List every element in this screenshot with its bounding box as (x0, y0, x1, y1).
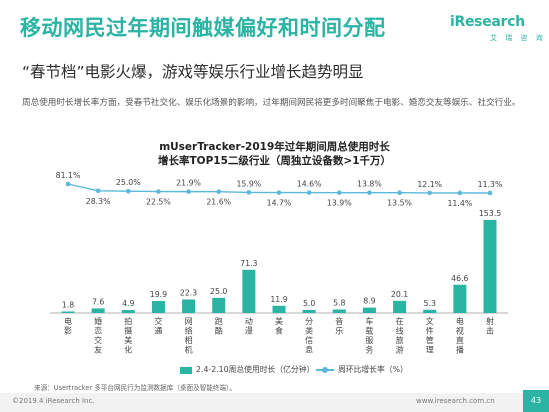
category-label: 婚恋交友 (94, 316, 102, 355)
growth-rate-label: 11.4% (447, 199, 472, 208)
duration-label: 20.1 (391, 290, 408, 299)
category-label: 跑酷 (215, 317, 223, 336)
duration-bar (332, 309, 346, 313)
growth-rate-point (246, 190, 252, 195)
growth-rate-label: 81.1% (56, 171, 81, 180)
combo-chart: 81.1% 28.3% 25.0% 22.5% 21.9% 21.6% 15.9% 14.7%… (50, 171, 508, 355)
duration-bar (302, 309, 316, 313)
growth-rate-label: 14.6% (297, 180, 322, 189)
footer-copyright: ©2019.4 iResearch Inc. (12, 397, 95, 405)
duration-label: 5.0 (303, 299, 315, 308)
growth-rate-label: 14.7% (267, 199, 292, 208)
growth-rate-point (367, 190, 372, 195)
category-label: 交通 (154, 316, 162, 336)
category-label: 在线旅游 (396, 316, 404, 355)
footer-website[interactable]: www.iresearch.com.cn (416, 397, 495, 405)
duration-label: 46.6 (451, 274, 468, 283)
duration-bar (212, 297, 226, 313)
category-label: 美食 (275, 316, 283, 336)
page-description: 周总使用时长增长率方面，受春节社交化、娱乐化场景的影响，过年期间网民将更多时间聚… (22, 98, 521, 108)
source-note: 来源：Usertracker 多平台网民行为监测数据库（桌面及智能终端）。 (34, 384, 236, 392)
duration-bar (423, 309, 437, 313)
growth-rate-point (487, 190, 493, 196)
duration-bar (393, 300, 407, 313)
duration-bar (483, 220, 497, 313)
duration-label: 19.9 (150, 290, 167, 299)
duration-bar (91, 308, 105, 313)
duration-bar (121, 310, 135, 313)
category-label: 音乐 (335, 316, 343, 336)
duration-label: 4.9 (122, 299, 134, 308)
duration-bar (182, 299, 196, 313)
category-label: 分类信息 (305, 317, 313, 355)
growth-rate-point (186, 189, 191, 194)
duration-label: 22.3 (180, 288, 197, 297)
category-label: 电视直播 (456, 316, 464, 355)
duration-bar (151, 300, 165, 313)
category-label: 文件管理 (426, 316, 434, 355)
duration-label: 5.8 (333, 298, 345, 307)
legend-bar-label: 2.4-2.10周总使用时长（亿分钟） (196, 365, 315, 374)
growth-rate-point (156, 189, 161, 194)
growth-rate-point (276, 190, 282, 195)
growth-rate-point (95, 188, 101, 194)
duration-bar (272, 305, 286, 313)
chart-legend: 2.4-2.10周总使用时长（亿分钟） 周环比增长率（%） (0, 364, 549, 378)
growth-rate-point (427, 190, 433, 196)
duration-label: 71.3 (240, 259, 257, 268)
growth-rate-label: 11.3% (478, 180, 503, 189)
duration-bar (453, 284, 467, 313)
logo-wordmark: iResearch (450, 14, 525, 30)
duration-label: 1.8 (62, 301, 74, 310)
category-label: 车载服务 (365, 316, 373, 355)
growth-rate-label: 21.9% (176, 179, 201, 188)
duration-bar (242, 269, 256, 313)
page-title: 移动网民过年期间触媒偏好和时间分配 (20, 16, 386, 40)
legend-line-label: 周环比增长率（%） (338, 365, 408, 374)
footer-bar (0, 393, 549, 412)
growth-rate-point (216, 189, 222, 194)
duration-label: 5.3 (424, 299, 436, 308)
category-label: 射击 (486, 316, 494, 336)
growth-rate-point (397, 190, 402, 196)
growth-rate-point (125, 188, 131, 194)
legend-line-dot (322, 367, 328, 373)
category-label: 电影 (64, 316, 72, 336)
chart-title-line2: 增长率TOP15二级行业（周独立设备数>1千万） (158, 155, 391, 167)
duration-label: 11.9 (270, 295, 287, 304)
duration-label: 7.6 (92, 297, 104, 306)
category-label: 拍摄美化 (124, 316, 132, 355)
growth-rate-label: 13.5% (387, 199, 412, 208)
iresearch-logo: iResearch 艾 瑞 咨 询 (450, 14, 543, 44)
logo-chinese: 艾 瑞 咨 询 (490, 34, 546, 42)
legend-bar-swatch (180, 367, 192, 374)
growth-rate-label: 12.1% (417, 180, 442, 189)
growth-rate-label: 15.9% (236, 179, 261, 188)
duration-label: 153.5 (479, 209, 501, 218)
growth-rate-label: 25.0% (116, 178, 141, 187)
growth-rate-label: 21.6% (206, 198, 231, 207)
duration-bar (61, 311, 75, 313)
growth-rate-point (65, 181, 71, 187)
page-number: 43 (523, 390, 549, 412)
growth-rate-label: 13.8% (357, 180, 382, 189)
duration-label: 8.9 (363, 297, 375, 306)
growth-rate-point (306, 190, 312, 195)
chart-title-line1: mUserTracker-2019年过年期间周总使用时长 (159, 141, 390, 153)
growth-rate-label: 13.9% (327, 199, 352, 208)
duration-bar (362, 307, 376, 313)
growth-rate-label: 22.5% (146, 198, 171, 207)
category-label: 动漫 (245, 316, 253, 336)
category-label: 网络相机 (185, 317, 193, 355)
growth-rate-point (336, 190, 342, 195)
growth-rate-label: 28.3% (86, 197, 111, 206)
duration-label: 25.0 (210, 287, 227, 296)
page-subtitle: “春节档”电影火爆，游戏等娱乐行业增长趋势明显 (22, 63, 364, 81)
growth-rate-point (457, 190, 463, 196)
